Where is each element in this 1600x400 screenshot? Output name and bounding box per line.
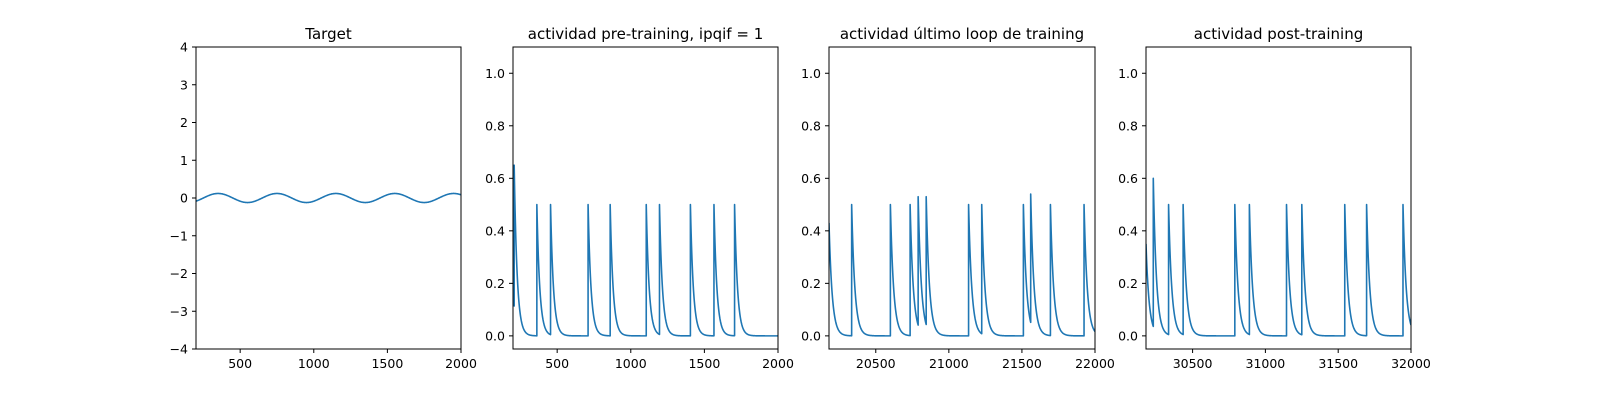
x-tick-label: 30500	[1173, 356, 1213, 371]
x-tick-label: 1500	[688, 356, 720, 371]
y-tick-label: 2	[180, 115, 188, 130]
series-line	[196, 192, 461, 204]
y-tick-label: 1.0	[485, 66, 505, 81]
series-line	[1146, 177, 1411, 337]
y-tick-label: −1	[170, 228, 188, 243]
x-tick-label: 31000	[1246, 356, 1286, 371]
chart-panel-4: actividad post-training 30500 31000 31500 32…	[1118, 25, 1431, 371]
y-tick-label: 0.2	[485, 276, 505, 291]
x-tick-label: 500	[228, 356, 252, 371]
y-tick-label: 4	[180, 40, 188, 55]
y-tick-label: 3	[180, 77, 188, 92]
y-tick-label: 0.4	[801, 223, 821, 238]
y-tick-label: −2	[170, 266, 188, 281]
x-tick-label: 2000	[762, 356, 794, 371]
chart-title: actividad post-training	[1194, 25, 1363, 43]
x-tick-label: 31500	[1318, 356, 1358, 371]
y-tick-label: −3	[170, 304, 188, 319]
y-tick-label: 0.0	[485, 328, 505, 343]
chart-title: Target	[304, 25, 352, 43]
plot-frame	[512, 46, 779, 350]
y-tick-label: 0.4	[485, 223, 505, 238]
chart-title: actividad pre-training, ipqif = 1	[528, 25, 764, 43]
chart-title: actividad último loop de training	[840, 25, 1084, 43]
plot-frame	[195, 46, 462, 350]
y-tick-label: 0	[180, 191, 188, 206]
plot-frame	[1145, 46, 1412, 350]
y-tick-label: 0.2	[801, 276, 821, 291]
x-tick-label: 1000	[615, 356, 647, 371]
series-line	[513, 164, 778, 337]
y-tick-label: 0.6	[485, 171, 505, 186]
y-tick-label: 1	[180, 153, 188, 168]
plot-frame	[828, 46, 1096, 350]
y-tick-label: 0.0	[801, 328, 821, 343]
y-tick-label: 0.6	[1118, 171, 1138, 186]
y-tick-label: 0.8	[1118, 118, 1138, 133]
x-tick-label: 2000	[445, 356, 477, 371]
x-tick-label: 21500	[1002, 356, 1042, 371]
series-line	[829, 193, 1095, 337]
x-tick-label: 22000	[1075, 356, 1115, 371]
y-tick-label: 0.8	[485, 118, 505, 133]
y-tick-label: 0.2	[1118, 276, 1138, 291]
x-tick-label: 20500	[856, 356, 896, 371]
x-tick-label: 1500	[371, 356, 403, 371]
chart-panel-1: Target 500 1000 1500 2000 −4 −3 −2 −1 0 1 2 3 4	[170, 25, 477, 371]
chart-panel-3: actividad último loop de training 20500 21…	[801, 25, 1115, 371]
y-tick-label: 0.8	[801, 118, 821, 133]
y-tick-label: 1.0	[801, 66, 821, 81]
x-tick-label: 21000	[929, 356, 969, 371]
chart-panel-2: actividad pre-training, ipqif = 1 500 1000…	[485, 25, 794, 371]
y-tick-label: 0.0	[1118, 328, 1138, 343]
x-tick-label: 500	[545, 356, 569, 371]
y-tick-label: −4	[170, 342, 188, 357]
x-tick-label: 32000	[1391, 356, 1431, 371]
y-tick-label: 0.6	[801, 171, 821, 186]
y-tick-label: 1.0	[1118, 66, 1138, 81]
y-tick-label: 0.4	[1118, 223, 1138, 238]
x-tick-label: 1000	[298, 356, 330, 371]
